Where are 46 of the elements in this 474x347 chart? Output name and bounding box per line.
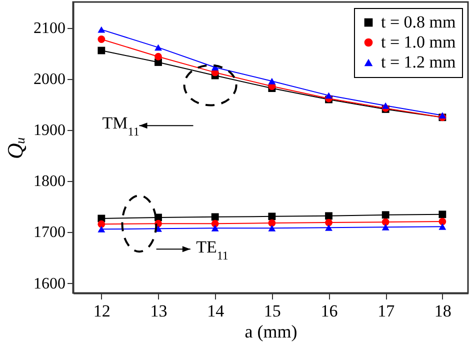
point [211, 224, 219, 232]
point [98, 46, 106, 54]
point [382, 211, 390, 219]
point [325, 224, 332, 231]
point [382, 218, 390, 226]
point [438, 210, 446, 218]
x-tick-label: 18 [434, 302, 452, 320]
x-tick-label: 16 [320, 302, 338, 320]
x-tick-label: 17 [378, 302, 396, 320]
legend-label: t = 1.0 mm [381, 32, 456, 52]
y-tick-label: 1800 [34, 173, 66, 190]
point [325, 92, 332, 99]
point [325, 212, 332, 220]
point [98, 36, 106, 43]
x-axis-title: a (mm) [244, 322, 298, 342]
point [438, 223, 446, 230]
point [268, 212, 276, 220]
point [154, 44, 162, 51]
point [382, 102, 390, 109]
point [382, 224, 390, 230]
point [211, 220, 219, 228]
x-tick-label: 15 [264, 302, 281, 320]
annotation: TM$_{11}$ [102, 114, 140, 139]
point [268, 224, 276, 232]
x-tick-label: 13 [150, 302, 168, 320]
y-tick-label: 1600 [34, 275, 66, 292]
y-tick-label: 2100 [34, 20, 66, 38]
legend-label: t = 0.8 mm [381, 12, 456, 32]
y-tick-label: 2000 [34, 71, 66, 88]
point [325, 218, 332, 226]
point [154, 52, 162, 60]
point [438, 112, 446, 119]
point [268, 78, 276, 84]
x-tick-label: 12 [93, 302, 110, 320]
point [98, 26, 106, 33]
annotation: TE$_{11}$ [196, 238, 228, 263]
point [438, 218, 446, 226]
y-axis-title: Qᵤ [2, 136, 28, 160]
x-tick-label: 14 [207, 302, 225, 320]
point [211, 213, 219, 221]
point [98, 220, 106, 228]
legend-label: t = 1.2 mm [381, 52, 456, 72]
y-tick-label: 1700 [34, 224, 66, 242]
point [268, 219, 276, 227]
point [98, 226, 106, 232]
y-tick-label: 1900 [34, 122, 66, 140]
